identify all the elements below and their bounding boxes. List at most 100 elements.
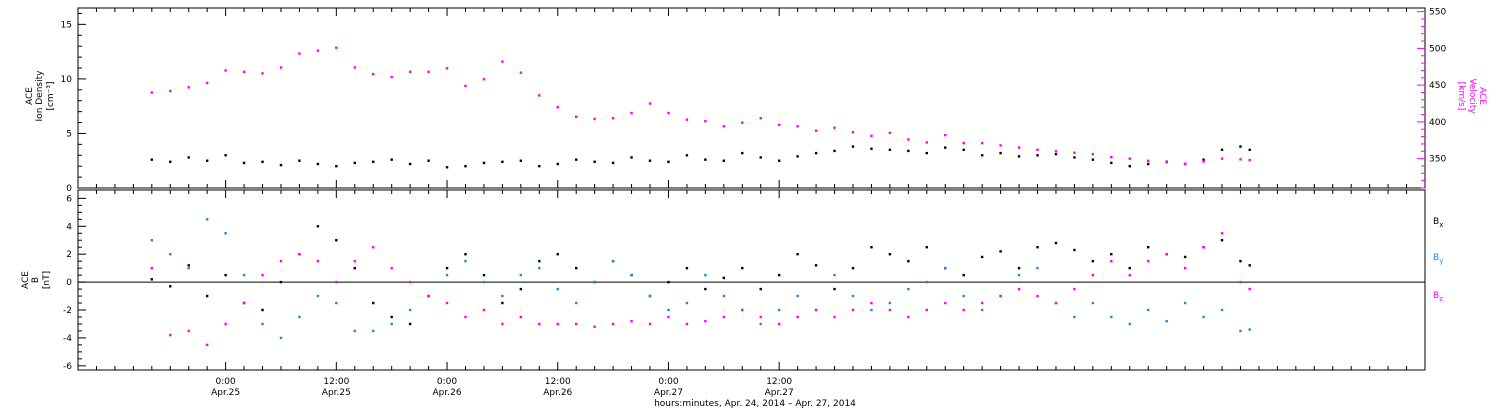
density-point [1239,145,1242,148]
bx-point [814,264,818,267]
velocity-tick-label: 450 [1429,81,1446,91]
by-series [150,218,1251,340]
velocity-tick-label: 500 [1429,44,1446,54]
bx-point [759,287,762,291]
bz-point [1110,259,1113,263]
velocity-point [1128,157,1131,160]
velocity-point [611,117,615,120]
velocity-tick-labels: 350 400 450 500 550 [1417,8,1446,189]
by-point [962,294,965,298]
bx-point [1110,252,1113,256]
bz-point [372,246,375,249]
density-tick-labels: 0 5 10 15 [61,12,86,194]
velocity-point [1073,151,1076,154]
velocity-point [814,129,818,132]
bz-point [944,301,947,305]
x-tick-time-label: 0:00 [658,377,678,387]
velocity-point [925,141,928,144]
density-point [1091,158,1095,161]
velocity-point [279,66,283,69]
bx-point [1054,241,1058,245]
b-field-tick-label: -6 [63,362,72,372]
bz-point [630,319,633,323]
by-point [925,280,928,284]
top-panel-frame [77,7,1426,189]
velocity-point [685,118,689,121]
density-point [907,149,910,153]
velocity-point [169,89,172,93]
bz-point [445,301,449,305]
bx-point [445,266,449,270]
bz-point [242,301,246,305]
bz-point [1248,287,1251,291]
b-field-axis-title: ACE B [nT] [21,271,52,289]
density-point [1220,148,1224,152]
velocity-point [999,144,1002,147]
bx-point [685,266,689,270]
bz-point [851,308,855,312]
legend-bx-sub: x [1439,221,1443,229]
bz-point [1239,280,1242,284]
bz-point [704,319,707,323]
x-tick-time-label: 12:00 [545,377,571,387]
bz-point [353,259,356,263]
by-point [353,329,356,333]
velocity-point [187,86,190,89]
bz-point [1183,266,1187,270]
by-point [482,280,486,284]
velocity-point [962,141,965,145]
velocity-point [1110,155,1113,159]
bz-point [205,343,209,347]
bz-point [796,315,799,319]
velocity-point [980,141,984,145]
velocity-point [335,46,338,49]
by-point [575,301,578,305]
by-point [777,308,781,312]
bz-point [833,315,836,319]
b-field-tick-label: 2 [66,250,72,260]
density-point [390,158,393,161]
bx-point [408,322,412,326]
by-point [980,308,984,312]
by-point [944,266,947,270]
bz-point [335,280,338,284]
velocity-point [150,91,154,94]
legend-by-sub: y [1439,257,1443,265]
bx-point [925,246,928,249]
density-series [150,145,1251,169]
velocity-point [722,125,726,128]
velocity-point [482,78,486,81]
density-tick-label: 10 [61,75,73,85]
density-point [1110,161,1113,165]
density-point [1147,162,1150,166]
by-point [556,287,559,291]
velocity-point [1202,160,1205,163]
panel-frames [77,7,1426,371]
density-point [556,162,559,166]
bx-point [722,276,726,280]
by-point [298,315,301,319]
by-point [1220,308,1224,312]
density-point [482,161,486,165]
bx-point [1017,266,1021,270]
bz-point [759,315,762,319]
velocity-point [1165,161,1168,164]
density-point [1248,148,1251,152]
bz-point [261,273,264,277]
bz-point [980,301,984,305]
bz-point [501,322,504,326]
by-point [464,259,467,263]
density-point [261,160,264,164]
density-point [685,154,689,157]
bz-point [648,322,652,326]
density-axis-title-line-1: ACE [25,87,35,105]
by-point [224,232,227,235]
b-field-axis-title-line-2: B [31,277,41,283]
by-point [1239,329,1242,333]
by-point [851,294,855,298]
bz-point [1147,259,1150,263]
bx-point [1220,239,1224,242]
bx-point [777,273,781,277]
velocity-point [390,75,393,79]
by-point [759,322,762,326]
